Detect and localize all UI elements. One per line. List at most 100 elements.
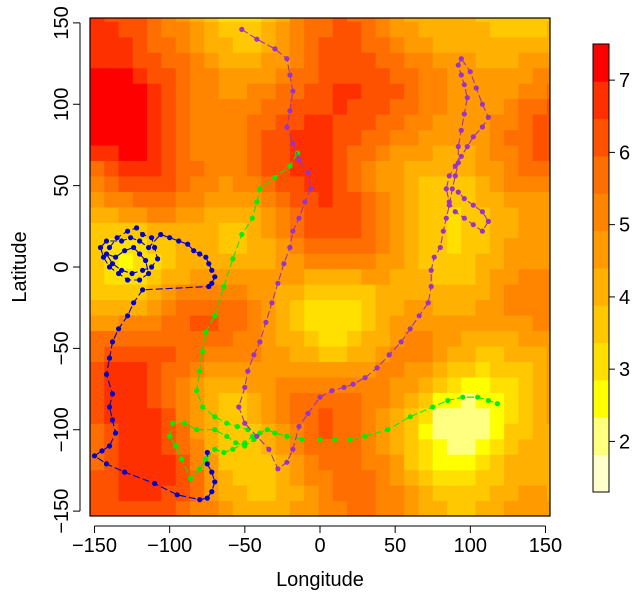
heatmap-cell xyxy=(90,392,105,409)
heatmap-cell xyxy=(318,175,334,192)
heatmap-cell xyxy=(332,83,348,100)
heatmap-cell xyxy=(532,52,548,69)
heatmap-cell xyxy=(461,284,477,301)
heatmap-cell xyxy=(504,284,520,301)
heatmap-cell xyxy=(404,160,420,177)
heatmap-cell xyxy=(118,330,134,347)
heatmap-cell xyxy=(404,18,420,22)
heatmap-cell xyxy=(418,67,434,84)
heatmap-cell xyxy=(261,500,277,516)
series-3-point xyxy=(242,384,248,390)
heatmap-cell xyxy=(375,206,391,223)
heatmap-cell xyxy=(261,18,277,22)
heatmap-cell xyxy=(489,454,505,471)
series-1-point xyxy=(122,469,128,475)
heatmap-cell xyxy=(147,129,162,146)
heatmap-cell xyxy=(275,345,291,362)
heatmap-cell xyxy=(161,469,177,486)
series-2-point xyxy=(494,401,500,407)
series-3-point xyxy=(362,375,368,381)
heatmap-cell xyxy=(232,18,248,22)
series-1-point xyxy=(204,495,210,501)
heatmap-cell xyxy=(147,83,162,100)
series-1-point xyxy=(140,267,146,273)
heatmap-cell xyxy=(347,206,362,223)
heatmap-cell xyxy=(375,175,391,192)
heatmap-cell xyxy=(147,485,162,502)
heatmap-cell xyxy=(489,315,505,332)
heatmap-cell xyxy=(132,407,148,424)
heatmap-cell xyxy=(347,407,362,424)
heatmap-cell xyxy=(404,376,420,393)
heatmap-cell xyxy=(347,237,362,254)
heatmap-cell xyxy=(318,315,334,332)
heatmap-cell xyxy=(475,129,491,146)
series-3-point xyxy=(428,267,434,273)
heatmap-cell xyxy=(518,361,534,378)
heatmap-cell xyxy=(161,83,177,100)
heatmap-cell xyxy=(546,361,550,378)
heatmap-cell xyxy=(204,237,220,254)
heatmap-cell xyxy=(189,83,205,100)
heatmap-cell xyxy=(289,361,305,378)
heatmap-cell xyxy=(489,21,505,38)
series-3-point xyxy=(479,124,485,130)
series-2-point xyxy=(385,427,391,433)
heatmap-cell xyxy=(546,237,550,254)
heatmap-cell xyxy=(432,284,448,301)
heatmap-cell xyxy=(118,454,134,471)
heatmap-cell xyxy=(418,160,434,177)
series-2-point xyxy=(233,440,239,446)
series-2-point xyxy=(254,199,260,205)
heatmap-cell xyxy=(332,144,348,161)
series-1-point xyxy=(206,283,212,290)
heatmap-cell xyxy=(247,144,262,161)
series-1-point xyxy=(125,277,131,283)
heatmap-cell xyxy=(361,376,377,393)
series-1-point xyxy=(116,270,122,277)
series-2-point xyxy=(249,215,255,221)
heatmap-cell xyxy=(304,222,320,239)
heatmap-cell xyxy=(118,361,134,378)
heatmap-cell xyxy=(461,376,477,393)
heatmap-cell xyxy=(161,268,177,285)
series-2-point xyxy=(234,423,240,430)
heatmap-cell xyxy=(218,129,234,146)
heatmap-cell xyxy=(247,500,262,516)
heatmap-cell xyxy=(347,500,362,516)
heatmap-cell xyxy=(118,392,134,409)
heatmap-cell xyxy=(475,21,491,38)
heatmap-cell xyxy=(375,83,391,100)
heatmap-cell xyxy=(104,206,120,223)
heatmap-cell xyxy=(147,423,162,440)
series-1-point xyxy=(106,244,113,251)
heatmap-cell xyxy=(404,253,420,270)
heatmap-cell xyxy=(275,18,291,22)
heatmap-cell xyxy=(318,407,334,424)
heatmap-cell xyxy=(532,345,548,362)
heatmap-cell xyxy=(546,222,550,239)
heatmap-cell xyxy=(275,392,291,409)
heatmap-cell xyxy=(232,36,248,53)
heatmap-cell xyxy=(504,67,520,84)
heatmap-cell xyxy=(389,160,405,177)
heatmap-cell xyxy=(218,67,234,84)
heatmap-cell xyxy=(261,454,277,471)
heatmap-cell xyxy=(118,284,134,301)
heatmap-cell xyxy=(261,268,277,285)
heatmap-cell xyxy=(304,98,320,115)
heatmap-cell xyxy=(204,191,220,208)
heatmap-cell xyxy=(546,36,550,53)
heatmap-cell xyxy=(518,454,534,471)
heatmap-cell xyxy=(289,175,305,192)
heatmap-cell xyxy=(189,67,205,84)
series-2-point xyxy=(287,163,293,169)
series-1-point xyxy=(204,449,210,456)
heatmap-cell xyxy=(132,144,148,161)
heatmap-cell xyxy=(204,67,220,84)
heatmap-cell xyxy=(247,284,262,301)
series-1-point xyxy=(119,238,125,244)
heatmap-cell xyxy=(532,98,548,115)
heatmap-cell xyxy=(361,268,377,285)
heatmap-cell xyxy=(261,222,277,239)
